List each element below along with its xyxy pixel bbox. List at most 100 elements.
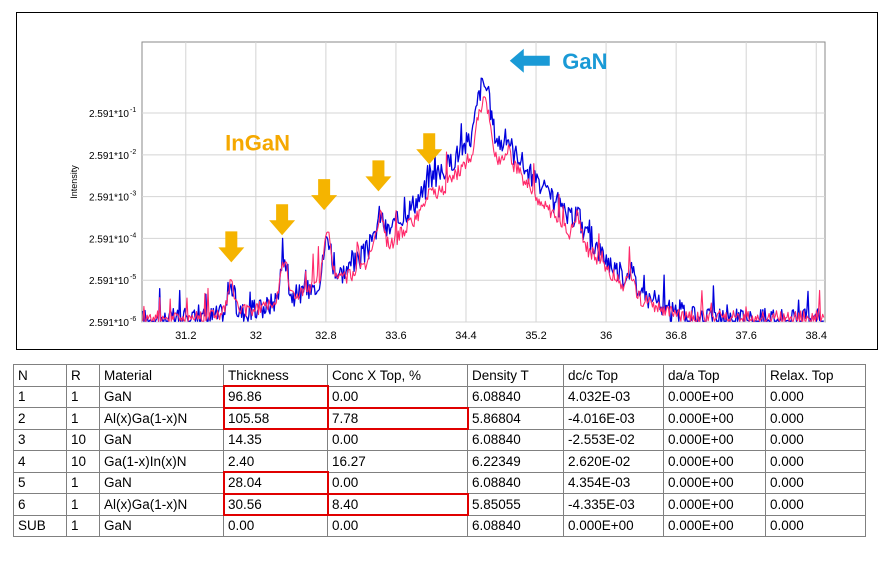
cell-material: Al(x)Ga(1-x)N <box>99 493 224 516</box>
table-row: SUB 1 GaN 0.00 0.00 6.08840 0.000E+00 0.000E+00… <box>13 514 866 537</box>
cell-n: 5 <box>13 471 67 494</box>
cell-density: 6.08840 <box>467 471 564 494</box>
header-material: Material <box>99 364 224 387</box>
table-row: 2 1 Al(x)Ga(1-x)N 105.58 7.78 5.86804 -4.016E-… <box>13 406 866 430</box>
y-tick-exponent: -1 <box>130 107 136 114</box>
header-n: N <box>13 364 67 387</box>
cell-thickness: 14.35 <box>223 428 328 451</box>
cell-dc-c-top: 4.354E-03 <box>563 471 664 494</box>
cell-conc-x-top: 8.40 <box>326 492 469 516</box>
cell-material: GaN <box>99 514 224 537</box>
header-da-a-top: da/a Top <box>663 364 766 387</box>
cell-r: 10 <box>66 428 100 451</box>
x-tick-label: 38.4 <box>806 330 827 342</box>
annotation-down-arrow <box>218 231 245 263</box>
cell-relax-top: 0.000 <box>765 471 866 494</box>
cell-r: 1 <box>66 407 100 430</box>
cell-da-a-top: 0.000E+00 <box>663 493 766 516</box>
cell-relax-top: 0.000 <box>765 450 866 473</box>
x-tick-label: 33.6 <box>385 330 406 342</box>
y-tick-exponent: -4 <box>130 232 136 239</box>
cell-conc-x-top: 0.00 <box>327 428 468 451</box>
header-thickness: Thickness <box>223 364 328 387</box>
cell-conc-x-top: 0.00 <box>327 385 468 408</box>
cell-material: GaN <box>99 471 224 494</box>
y-axis-label: Intensity <box>69 165 79 199</box>
cell-n: 1 <box>13 385 67 408</box>
y-tick-exponent: -3 <box>130 191 136 198</box>
y-tick-label: 2.591*10 <box>89 193 129 204</box>
cell-density: 6.22349 <box>467 450 564 473</box>
cell-da-a-top: 0.000E+00 <box>663 450 766 473</box>
cell-da-a-top: 0.000E+00 <box>663 385 766 408</box>
annotation-down-arrow <box>269 204 296 236</box>
cell-da-a-top: 0.000E+00 <box>663 514 766 537</box>
cell-thickness: 2.40 <box>223 450 328 473</box>
series-line-pink <box>142 96 825 322</box>
cell-n: SUB <box>13 514 67 537</box>
cell-r: 1 <box>66 471 100 494</box>
cell-density: 6.08840 <box>467 514 564 537</box>
cell-density: 5.86804 <box>467 407 564 430</box>
header-r: R <box>66 364 100 387</box>
cell-material: Ga(1-x)In(x)N <box>99 450 224 473</box>
cell-n: 3 <box>13 428 67 451</box>
cell-relax-top: 0.000 <box>765 514 866 537</box>
cell-dc-c-top: -4.016E-03 <box>563 407 664 430</box>
table-row: 4 10 Ga(1-x)In(x)N 2.40 16.27 6.22349 2.620E-0… <box>13 450 866 473</box>
x-tick-label: 37.6 <box>735 330 756 342</box>
annotation-down-arrow <box>365 160 392 192</box>
cell-density: 6.08840 <box>467 428 564 451</box>
x-tick-label: 34.4 <box>455 330 476 342</box>
cell-thickness: 105.58 <box>222 406 329 430</box>
table-row: 6 1 Al(x)Ga(1-x)N 30.56 8.40 5.85055 -4.335E-0… <box>13 492 866 516</box>
x-tick-label: 31.2 <box>175 330 196 342</box>
annotation-down-arrow <box>416 133 443 165</box>
y-tick-label: 2.591*10 <box>89 109 129 120</box>
cell-material: Al(x)Ga(1-x)N <box>99 407 224 430</box>
cell-conc-x-top: 0.00 <box>327 471 468 494</box>
x-tick-label: 35.2 <box>525 330 546 342</box>
y-tick-exponent: -2 <box>130 149 136 156</box>
header-dc-c-top: dc/c Top <box>563 364 664 387</box>
cell-da-a-top: 0.000E+00 <box>663 428 766 451</box>
x-tick-label: 32 <box>250 330 262 342</box>
cell-r: 10 <box>66 450 100 473</box>
table-row: 3 10 GaN 14.35 0.00 6.08840 -2.553E-02 0.000E+0… <box>13 428 866 451</box>
cell-dc-c-top: -2.553E-02 <box>563 428 664 451</box>
cell-n: 2 <box>13 407 67 430</box>
annotation-label: GaN <box>562 49 607 74</box>
header-conc-x-top: Conc X Top, % <box>327 364 468 387</box>
cell-material: GaN <box>99 385 224 408</box>
header-relax-top: Relax. Top <box>765 364 866 387</box>
table-row: 1 1 GaN 96.86 0.00 6.08840 4.032E-03 0.000E+00 0… <box>13 385 866 409</box>
layer-structure-table: N R Material Thickness Conc X Top, % Den… <box>13 364 866 537</box>
y-tick-label: 2.591*10 <box>89 151 129 162</box>
xrd-chart-panel: 31.2 32 32.8 33.6 34.4 35.2 36 36.8 37.6 38.4 2.59… <box>16 12 878 350</box>
cell-relax-top: 0.000 <box>765 428 866 451</box>
cell-relax-top: 0.000 <box>765 385 866 408</box>
x-tick-label: 36 <box>600 330 612 342</box>
cell-density: 6.08840 <box>467 385 564 408</box>
y-tick-exponent: -6 <box>130 316 136 323</box>
cell-relax-top: 0.000 <box>765 407 866 430</box>
header-density: Density T <box>467 364 564 387</box>
cell-dc-c-top: 0.000E+00 <box>563 514 664 537</box>
cell-dc-c-top: 4.032E-03 <box>563 385 664 408</box>
cell-conc-x-top: 16.27 <box>327 450 468 473</box>
cell-thickness: 0.00 <box>223 514 328 537</box>
cell-density: 5.85055 <box>467 493 564 516</box>
cell-thickness: 96.86 <box>222 385 329 409</box>
cell-r: 1 <box>66 514 100 537</box>
cell-dc-c-top: 2.620E-02 <box>563 450 664 473</box>
x-tick-label: 36.8 <box>665 330 686 342</box>
y-tick-label: 2.591*10 <box>89 234 129 245</box>
cell-thickness: 30.56 <box>222 492 329 516</box>
cell-r: 1 <box>66 493 100 516</box>
cell-conc-x-top: 0.00 <box>327 514 468 537</box>
xrd-chart: 31.2 32 32.8 33.6 34.4 35.2 36 36.8 37.6 38.4 2.59… <box>69 41 827 342</box>
series-group <box>142 77 825 322</box>
cell-r: 1 <box>66 385 100 408</box>
cell-dc-c-top: -4.335E-03 <box>563 493 664 516</box>
cell-da-a-top: 0.000E+00 <box>663 407 766 430</box>
